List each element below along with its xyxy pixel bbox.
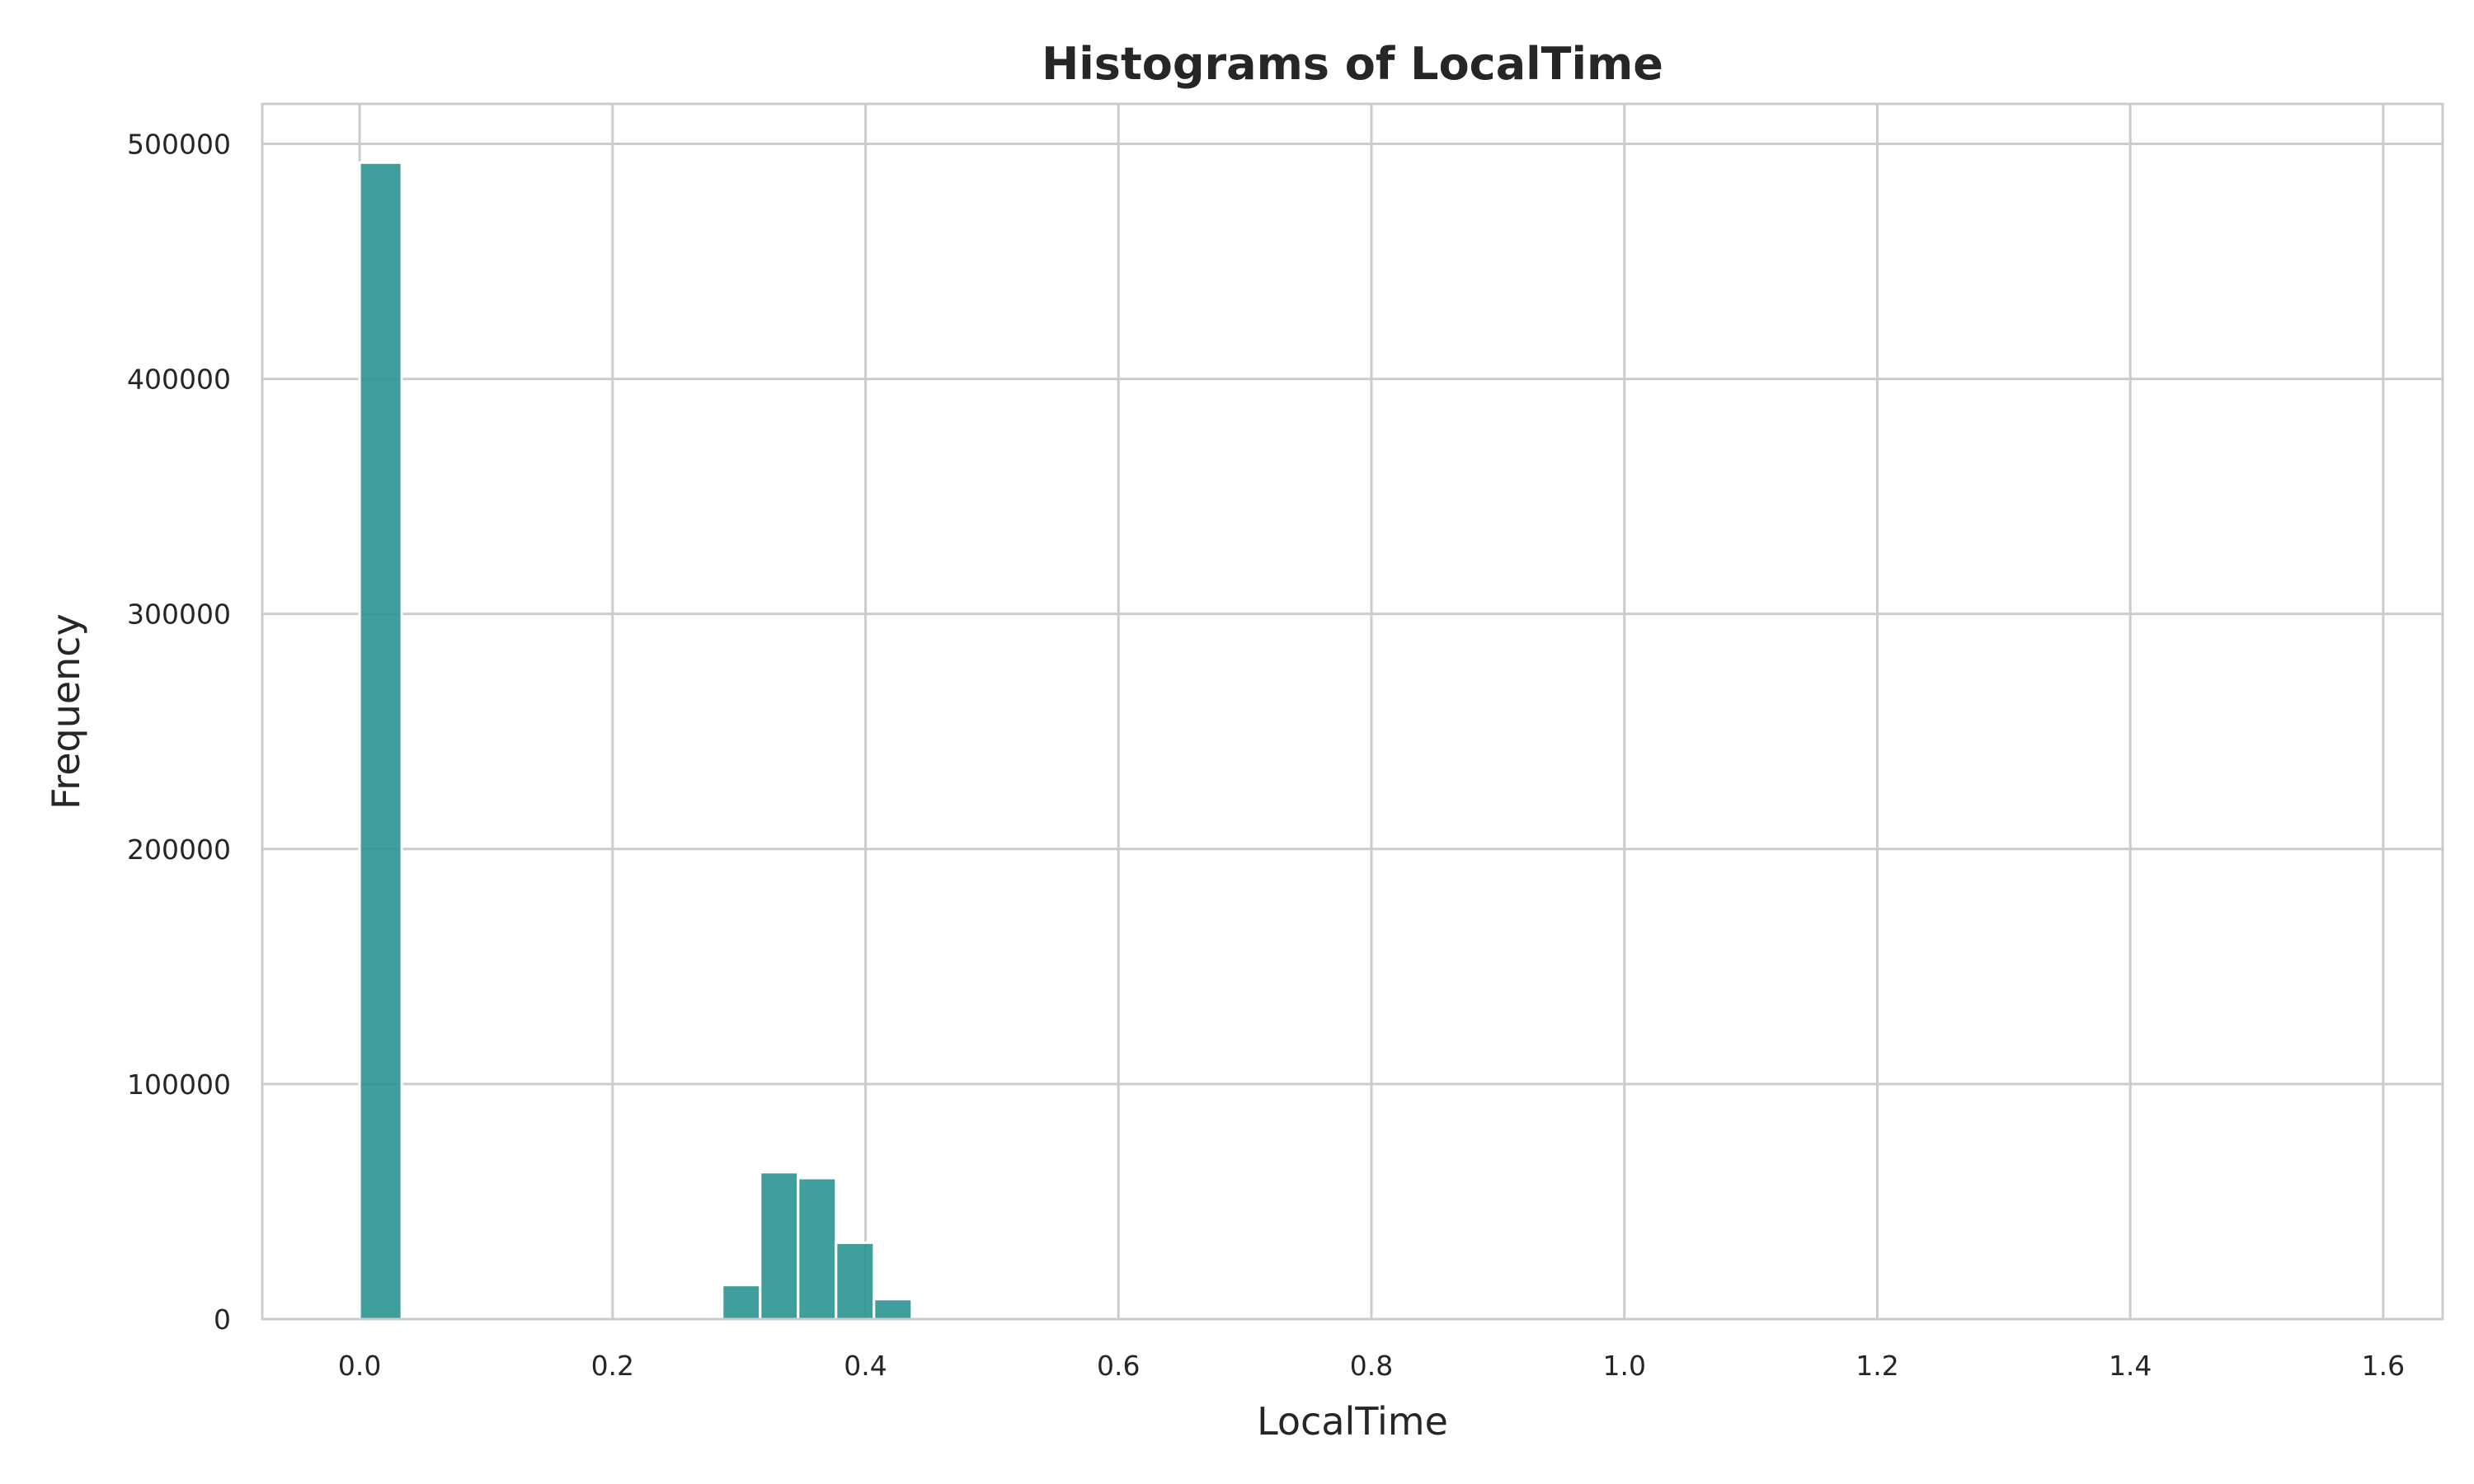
plot-background [262, 104, 2443, 1319]
y-tick-label: 0 [214, 1303, 231, 1336]
histogram-bar-1 [721, 1284, 762, 1321]
histogram-bar-3 [797, 1176, 838, 1321]
histogram-bar-0 [358, 161, 403, 1321]
x-tick-labels: 0.0 0.2 0.4 0.6 0.8 1.0 1.2 1.4 1.6 [338, 1350, 2405, 1382]
x-tick-label: 1.6 [2362, 1350, 2405, 1382]
y-tick-label: 200000 [127, 834, 231, 866]
x-tick-label: 0.6 [1097, 1350, 1140, 1382]
x-tick-label: 0.0 [338, 1350, 381, 1382]
y-tick-label: 100000 [127, 1068, 231, 1101]
y-tick-labels: 0 100000 200000 300000 400000 500000 [127, 128, 231, 1336]
x-tick-label: 0.2 [591, 1350, 634, 1382]
plot-frame [261, 102, 2444, 1321]
y-tick-label: 300000 [127, 599, 231, 631]
y-axis-label: Frequency [44, 613, 88, 810]
chart-title: Histograms of LocalTime [1042, 38, 1663, 90]
x-tick-label: 0.8 [1350, 1350, 1393, 1382]
histogram-bar-5 [872, 1298, 914, 1321]
x-tick-label: 1.2 [1856, 1350, 1898, 1382]
y-tick-label: 500000 [127, 128, 231, 160]
x-tick-label: 0.4 [844, 1350, 887, 1382]
bars-layer [358, 161, 914, 1321]
histogram-bar-2 [759, 1171, 800, 1321]
x-tick-label: 1.0 [1602, 1350, 1645, 1382]
histogram-bar-4 [835, 1241, 876, 1321]
x-tick-label: 1.4 [2109, 1350, 2152, 1382]
x-axis-label: LocalTime [1257, 1399, 1448, 1444]
y-tick-label: 400000 [127, 364, 231, 396]
